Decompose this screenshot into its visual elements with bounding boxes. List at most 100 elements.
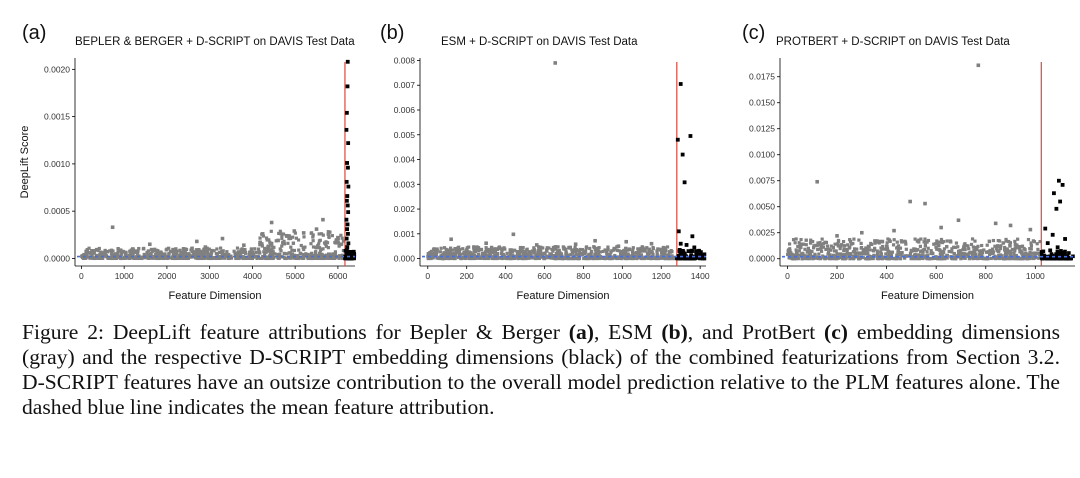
black-point: [1047, 254, 1052, 259]
gray-point: [626, 248, 630, 252]
gray-point: [293, 231, 297, 235]
gray-point: [1032, 256, 1036, 260]
gray-point: [668, 256, 672, 260]
gray-point: [910, 249, 914, 253]
gray-point: [309, 242, 313, 246]
gray-point: [852, 247, 857, 251]
black-point: [680, 252, 685, 257]
gray-point: [827, 256, 831, 261]
gray-point: [436, 256, 440, 260]
gray-point: [951, 255, 955, 260]
gray-point: [836, 241, 840, 246]
black-point: [1056, 251, 1061, 255]
gray-point: [642, 256, 647, 260]
gray-point: [890, 250, 895, 254]
gray-point: [855, 254, 859, 258]
gray-point: [937, 243, 941, 248]
gray-point: [127, 254, 132, 258]
gray-point: [91, 250, 96, 254]
gray-point: [806, 246, 811, 250]
black-point: [1055, 245, 1060, 250]
gray-point: [638, 247, 642, 251]
gray-point: [196, 256, 201, 260]
gray-point: [153, 249, 157, 253]
gray-point: [253, 247, 257, 251]
gray-point: [172, 248, 176, 253]
panel-b: (b) ESM + D-SCRIPT on DAVIS Test Data 0.…: [360, 0, 720, 302]
gray-point: [657, 248, 661, 252]
gray-point: [442, 251, 446, 255]
gray-point: [485, 256, 489, 261]
gray-point: [982, 248, 986, 252]
gray-point: [456, 246, 460, 250]
gray-point: [438, 250, 442, 254]
gray-point: [149, 247, 153, 252]
gray-point: [562, 246, 566, 250]
gray-point: [171, 252, 175, 256]
x-tick-label: 1000: [1026, 271, 1045, 281]
gray-point: [815, 179, 819, 184]
gray-point: [839, 255, 843, 259]
gray-point: [971, 257, 975, 261]
gray-point: [566, 253, 570, 257]
gray-point: [992, 256, 996, 260]
gray-point: [499, 247, 504, 251]
gray-point: [454, 254, 458, 258]
gray-point: [289, 256, 293, 260]
gray-point: [913, 237, 917, 241]
gray-point: [855, 247, 859, 251]
gray-point: [963, 256, 967, 260]
gray-point: [157, 252, 161, 257]
caption-text: embedding dimensions (gray) and the resp…: [22, 320, 1060, 419]
gray-point: [504, 256, 508, 261]
gray-point: [326, 256, 330, 260]
gray-point: [852, 249, 856, 254]
figure-caption: Figure 2: DeepLift feature attributions …: [22, 320, 1060, 420]
gray-point: [805, 250, 809, 254]
gray-point: [937, 248, 941, 252]
gray-point: [643, 249, 647, 253]
gray-point: [1007, 250, 1011, 254]
gray-point: [130, 247, 135, 251]
gray-point: [248, 250, 252, 254]
black-point: [349, 251, 354, 256]
gray-point: [203, 245, 208, 249]
gray-point: [1033, 253, 1037, 257]
gray-point: [90, 248, 94, 253]
gray-point: [876, 257, 881, 261]
gray-point: [1018, 247, 1022, 251]
gray-point: [294, 236, 298, 240]
gray-point: [511, 232, 516, 237]
gray-point: [495, 252, 500, 256]
gray-point: [879, 250, 883, 254]
gray-point: [651, 245, 655, 250]
gray-point: [260, 244, 264, 248]
gray-point: [282, 239, 286, 243]
gray-point: [296, 238, 301, 242]
gray-point: [788, 247, 792, 251]
black-point: [345, 222, 350, 227]
gray-point: [549, 252, 553, 256]
x-tick-label: 5000: [286, 271, 305, 281]
gray-point: [895, 240, 899, 244]
gray-point: [564, 251, 568, 255]
gray-point: [1038, 252, 1042, 257]
gray-point: [1010, 247, 1015, 252]
black-point: [1059, 254, 1064, 258]
black-point: [1060, 182, 1065, 187]
black-point: [1050, 232, 1055, 237]
black-point: [1049, 252, 1054, 256]
gray-point: [881, 244, 885, 249]
gray-point: [792, 253, 797, 257]
gray-point: [550, 247, 554, 252]
gray-point: [199, 256, 203, 261]
gray-point: [212, 249, 216, 253]
gray-point: [311, 256, 316, 261]
gray-point: [967, 247, 971, 251]
gray-point: [297, 248, 301, 252]
gray-point: [210, 248, 214, 253]
x-tick-label: 600: [929, 271, 943, 281]
gray-point: [573, 256, 578, 261]
gray-point: [100, 254, 104, 258]
gray-point: [838, 244, 842, 249]
